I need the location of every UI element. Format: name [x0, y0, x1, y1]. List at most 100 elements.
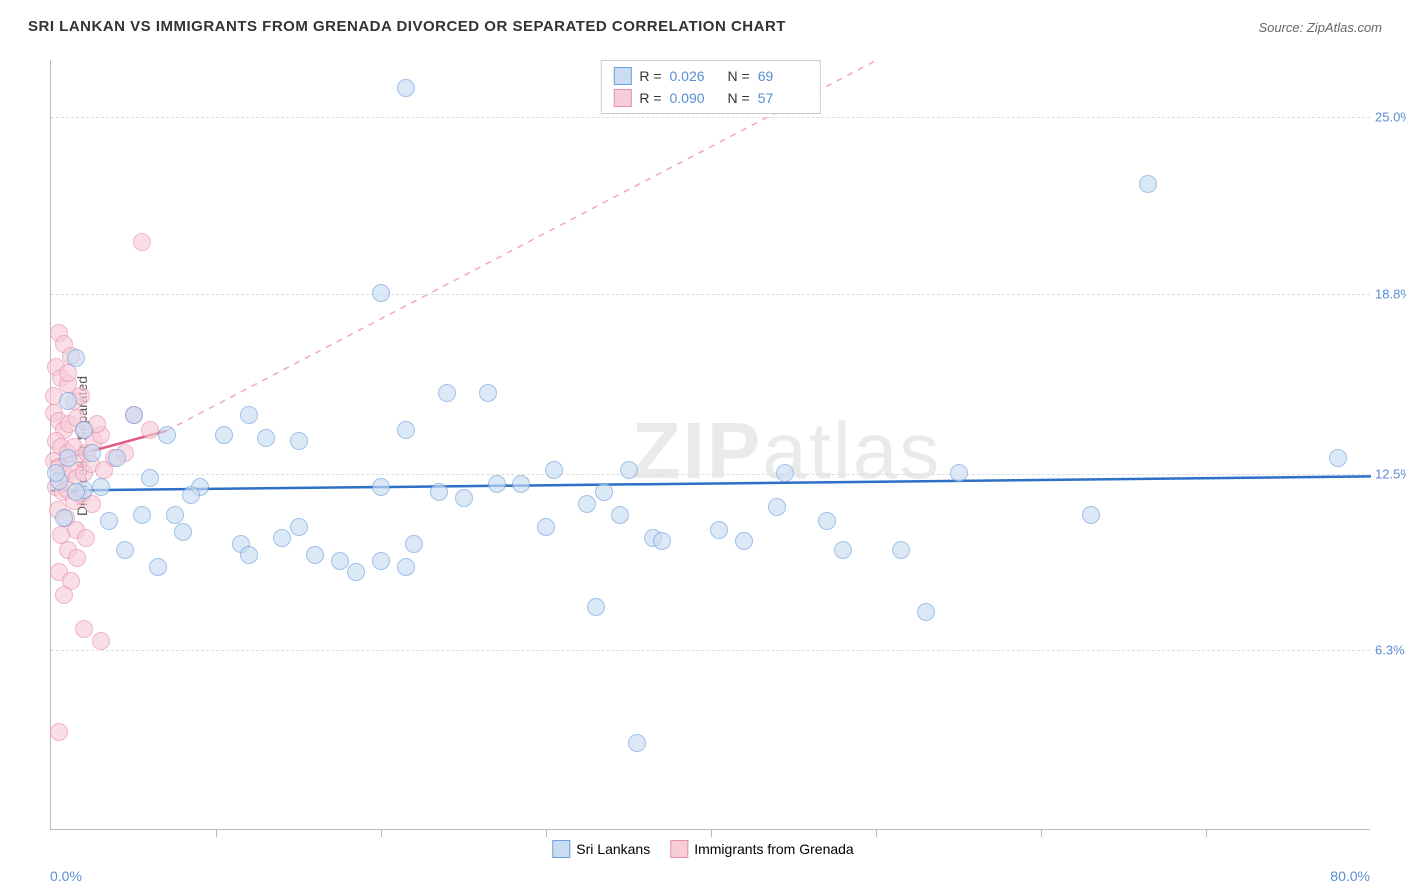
- swatch-icon: [613, 67, 631, 85]
- chart-container: SRI LANKAN VS IMMIGRANTS FROM GRENADA DI…: [0, 0, 1406, 892]
- scatter-point: [273, 529, 291, 547]
- scatter-point: [578, 495, 596, 513]
- scatter-point: [1082, 506, 1100, 524]
- scatter-point: [438, 384, 456, 402]
- scatter-point: [67, 349, 85, 367]
- x-axis-min-label: 0.0%: [50, 868, 82, 884]
- y-tick-label: 6.3%: [1375, 643, 1406, 658]
- scatter-point: [455, 489, 473, 507]
- r-value: 0.026: [670, 68, 720, 84]
- scatter-point: [133, 506, 151, 524]
- scatter-point: [92, 478, 110, 496]
- scatter-point: [537, 518, 555, 536]
- scatter-point: [306, 546, 324, 564]
- scatter-point: [108, 449, 126, 467]
- scatter-point: [479, 384, 497, 402]
- scatter-point: [158, 426, 176, 444]
- r-label: R =: [639, 68, 661, 84]
- scatter-point: [125, 406, 143, 424]
- x-tick: [216, 829, 217, 837]
- scatter-point: [653, 532, 671, 550]
- x-tick: [876, 829, 877, 837]
- scatter-point: [776, 464, 794, 482]
- scatter-point: [47, 464, 65, 482]
- scatter-point: [174, 523, 192, 541]
- scatter-point: [141, 421, 159, 439]
- scatter-point: [950, 464, 968, 482]
- grid-line: [51, 650, 1370, 651]
- scatter-point: [620, 461, 638, 479]
- legend-label: Sri Lankans: [576, 841, 650, 857]
- scatter-point: [397, 421, 415, 439]
- scatter-point: [215, 426, 233, 444]
- scatter-point: [75, 620, 93, 638]
- scatter-point: [92, 632, 110, 650]
- scatter-point: [290, 432, 308, 450]
- scatter-point: [545, 461, 563, 479]
- scatter-point: [133, 233, 151, 251]
- source-label: Source: ZipAtlas.com: [1258, 20, 1382, 35]
- trend-line: [51, 476, 1371, 490]
- n-value: 57: [758, 90, 808, 106]
- chart-title: SRI LANKAN VS IMMIGRANTS FROM GRENADA DI…: [28, 18, 786, 35]
- scatter-point: [405, 535, 423, 553]
- scatter-point: [100, 512, 118, 530]
- scatter-point: [611, 506, 629, 524]
- n-label: N =: [728, 68, 750, 84]
- scatter-point: [892, 541, 910, 559]
- y-tick-label: 18.8%: [1375, 286, 1406, 301]
- scatter-point: [55, 586, 73, 604]
- plot-area: R = 0.026 N = 69 R = 0.090 N = 57 ZIPatl…: [50, 60, 1370, 830]
- scatter-point: [59, 392, 77, 410]
- watermark: ZIPatlas: [632, 405, 941, 497]
- scatter-point: [68, 549, 86, 567]
- scatter-point: [67, 483, 85, 501]
- scatter-point: [347, 563, 365, 581]
- x-tick: [711, 829, 712, 837]
- scatter-point: [149, 558, 167, 576]
- scatter-point: [166, 506, 184, 524]
- scatter-point: [1139, 175, 1157, 193]
- grid-line: [51, 117, 1370, 118]
- scatter-point: [372, 478, 390, 496]
- legend-row: R = 0.026 N = 69: [613, 65, 807, 87]
- scatter-point: [710, 521, 728, 539]
- scatter-point: [628, 734, 646, 752]
- legend-series: Sri Lankans Immigrants from Grenada: [546, 838, 859, 860]
- n-label: N =: [728, 90, 750, 106]
- scatter-point: [240, 406, 258, 424]
- watermark-light: atlas: [762, 406, 941, 495]
- scatter-point: [257, 429, 275, 447]
- scatter-point: [77, 529, 95, 547]
- scatter-point: [735, 532, 753, 550]
- scatter-point: [595, 483, 613, 501]
- r-value: 0.090: [670, 90, 720, 106]
- scatter-point: [587, 598, 605, 616]
- swatch-icon: [670, 840, 688, 858]
- scatter-point: [818, 512, 836, 530]
- scatter-point: [834, 541, 852, 559]
- scatter-point: [372, 284, 390, 302]
- scatter-point: [75, 421, 93, 439]
- legend-correlation: R = 0.026 N = 69 R = 0.090 N = 57: [600, 60, 820, 114]
- n-value: 69: [758, 68, 808, 84]
- scatter-point: [331, 552, 349, 570]
- scatter-point: [372, 552, 390, 570]
- scatter-point: [512, 475, 530, 493]
- grid-line: [51, 294, 1370, 295]
- x-tick: [1041, 829, 1042, 837]
- trend-lines-svg: [51, 60, 1371, 830]
- y-tick-label: 12.5%: [1375, 466, 1406, 481]
- scatter-point: [182, 486, 200, 504]
- x-tick: [381, 829, 382, 837]
- y-tick-label: 25.0%: [1375, 110, 1406, 125]
- scatter-point: [1329, 449, 1347, 467]
- scatter-point: [430, 483, 448, 501]
- scatter-point: [488, 475, 506, 493]
- scatter-point: [141, 469, 159, 487]
- x-tick: [546, 829, 547, 837]
- trend-line: [167, 60, 1042, 431]
- legend-label: Immigrants from Grenada: [694, 841, 854, 857]
- scatter-point: [240, 546, 258, 564]
- scatter-point: [116, 541, 134, 559]
